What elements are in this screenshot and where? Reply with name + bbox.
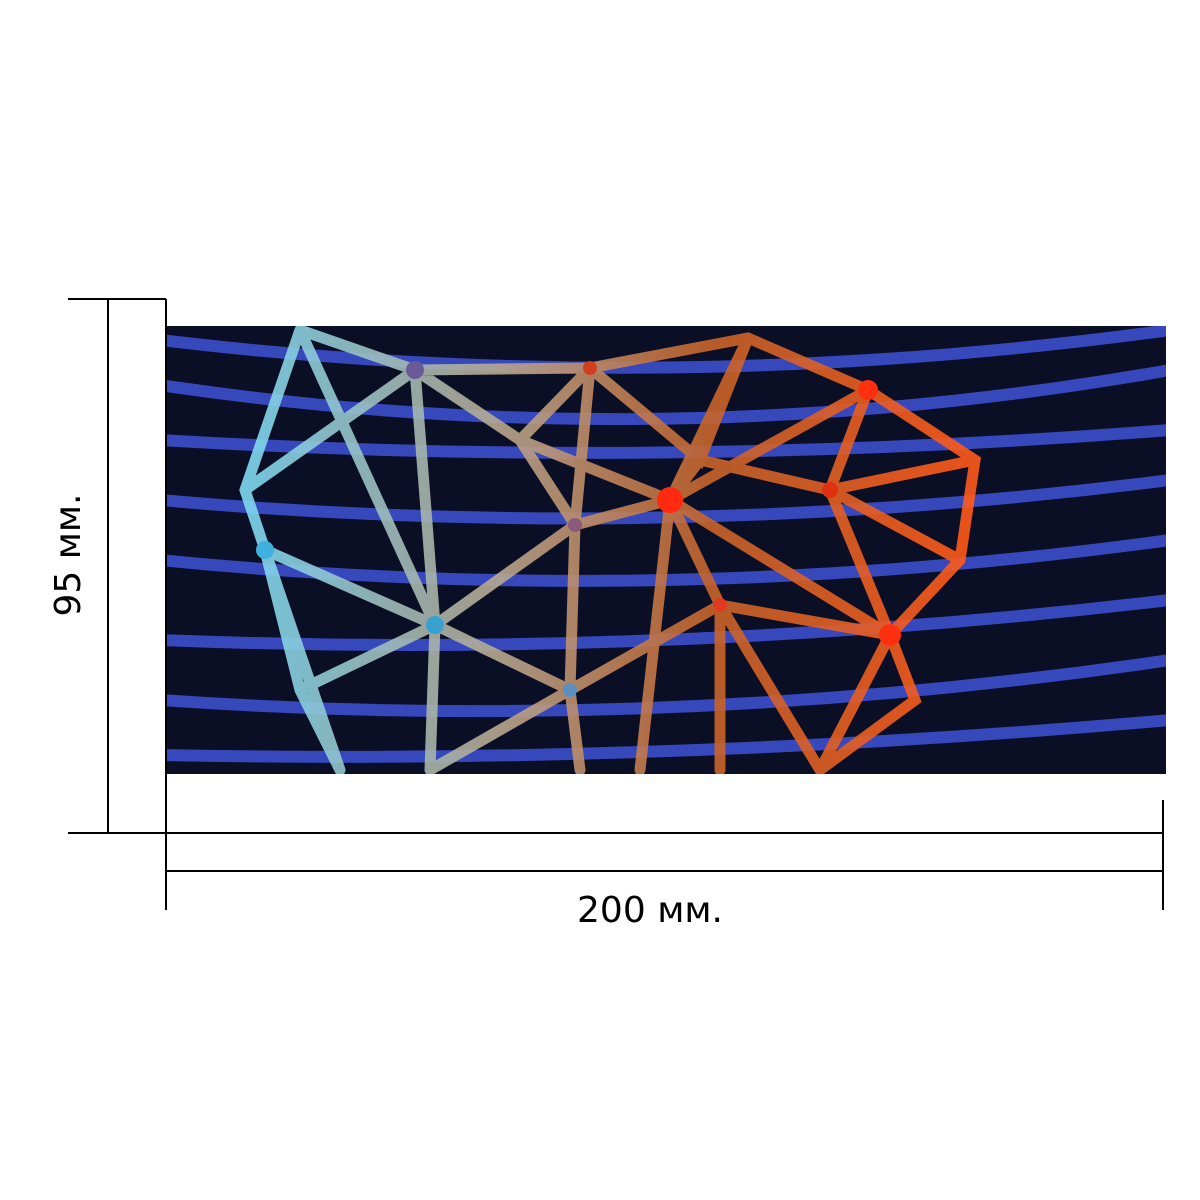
height-dimension: 95 мм. bbox=[48, 298, 167, 834]
width-dimension: 200 мм. bbox=[165, 800, 1164, 931]
wireframe bbox=[239, 326, 981, 774]
wireframe-nodes bbox=[256, 361, 901, 697]
width-label: 200 мм. bbox=[577, 890, 723, 931]
height-label: 95 мм. bbox=[48, 493, 89, 616]
product-image bbox=[166, 326, 1166, 774]
